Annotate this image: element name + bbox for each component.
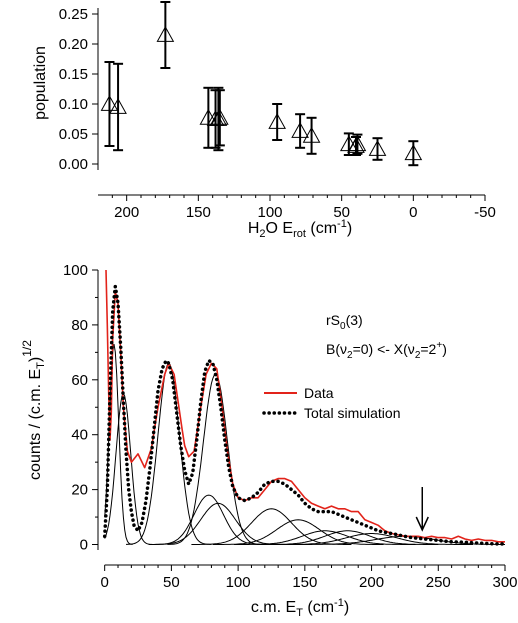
top-x-tick-label: 50 <box>333 204 350 221</box>
bottom-y-tick-label: 60 <box>71 372 88 389</box>
data-point-triangle <box>109 97 127 114</box>
bottom-x-tick-label: 50 <box>163 574 180 591</box>
top-x-axis-label: H2O Erot (cm-1) <box>248 218 352 240</box>
component-gaussian <box>104 392 153 545</box>
top-x-tick-label: 0 <box>409 204 417 221</box>
top-axes: 0.00 0.05 0.10 0.15 0.20 0.25 200 150 100 50 0 -50 <box>59 6 496 221</box>
series-total-simulation <box>102 286 507 546</box>
bottom-y-tick-label: 0 <box>80 537 88 554</box>
top-x-tick-label: -50 <box>474 204 496 221</box>
top-x-tick-label: 200 <box>114 204 139 221</box>
top-y-tick-label: 0.20 <box>59 36 88 53</box>
data-point-triangle <box>100 94 119 111</box>
data-point-triangle <box>348 135 367 152</box>
annotation-transition: rS0(3) <box>326 312 363 332</box>
bottom-y-tick-label: 80 <box>71 317 88 334</box>
top-x-tick-label: 100 <box>257 204 282 221</box>
component-gaussian <box>148 502 288 545</box>
bottom-x-tick-label: 100 <box>226 574 251 591</box>
bottom-x-tick-label: 150 <box>292 574 317 591</box>
top-x-tick-label: 150 <box>186 204 211 221</box>
data-point-triangle <box>210 108 229 125</box>
top-y-tick-label: 0.05 <box>59 126 88 143</box>
bottom-y-tick-label: 20 <box>71 482 88 499</box>
data-point-triangle <box>291 121 309 138</box>
data-point-triangle <box>156 25 175 42</box>
component-gaussian <box>191 508 352 545</box>
arrow-head <box>415 516 429 532</box>
bottom-x-tick-label: 250 <box>426 574 451 591</box>
legend-label-data: Data <box>304 385 334 401</box>
component-curves <box>104 344 505 545</box>
data-point-triangle <box>302 126 321 143</box>
top-data-points <box>100 1 423 167</box>
bottom-y-tick-label: 40 <box>71 427 88 444</box>
bottom-x-tick-label: 200 <box>359 574 384 591</box>
bottom-y-axis-label: counts / (c.m. ET)1/2 <box>20 340 47 480</box>
bottom-x-tick-label: 0 <box>101 574 109 591</box>
bottom-x-axis-label: c.m. ET (cm-1) <box>251 597 349 619</box>
bottom-axes: 0 20 40 60 80 100 0 50 100 150 200 250 300 <box>63 262 518 591</box>
data-point-triangle <box>404 144 423 161</box>
top-y-axis-label: population <box>32 46 49 120</box>
data-point-triangle <box>268 112 287 129</box>
legend: Data Total simulation <box>262 385 401 421</box>
top-y-tick-label: 0.00 <box>59 156 88 173</box>
top-y-tick-label: 0.10 <box>59 96 88 113</box>
bottom-x-tick-label: 300 <box>492 574 517 591</box>
series-lines <box>102 269 507 546</box>
annotation-states: B(ν2=0) <- X(ν2=2+) <box>326 340 447 361</box>
component-gaussian <box>212 519 384 545</box>
bottom-y-tick-label: 100 <box>63 262 88 279</box>
data-point-triangle <box>209 109 228 126</box>
arrow-marker <box>415 487 429 532</box>
bottom-panel: 0 20 40 60 80 100 0 50 100 150 200 250 300 counts / … <box>20 262 518 619</box>
component-gaussian <box>287 535 505 545</box>
top-y-tick-label: 0.25 <box>59 6 88 23</box>
top-y-tick-label: 0.15 <box>59 66 88 83</box>
data-point-triangle <box>368 139 387 156</box>
legend-label-simulation: Total simulation <box>304 405 401 421</box>
